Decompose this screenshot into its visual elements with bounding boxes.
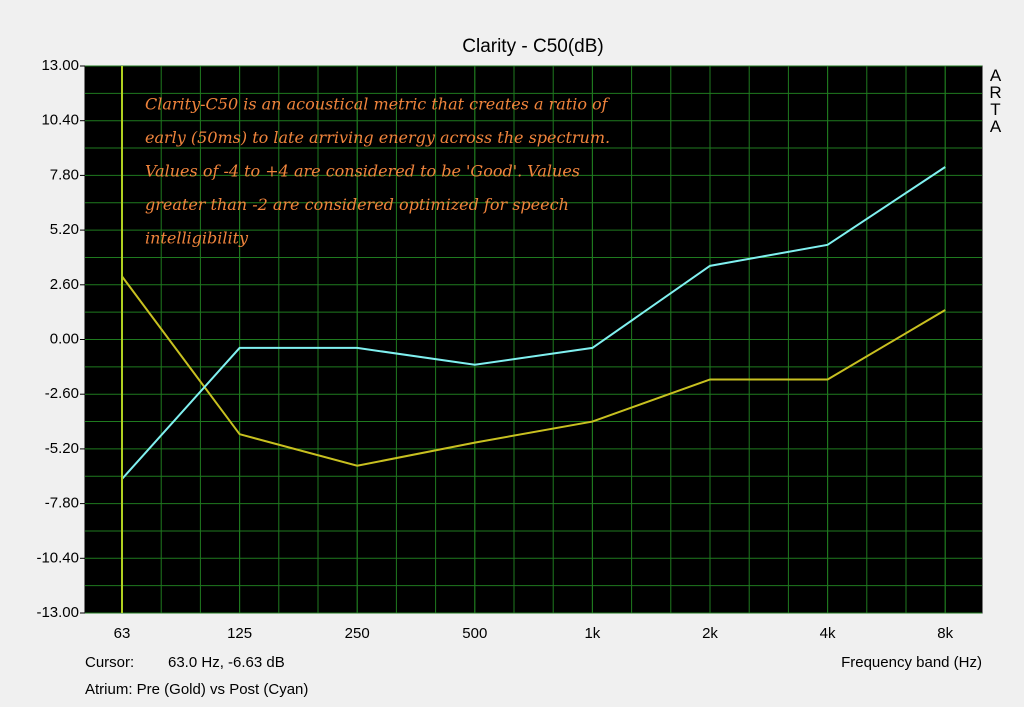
annotation-line: Values of -4 to +4 are considered to be … bbox=[145, 162, 580, 181]
x-tick-label: 125 bbox=[227, 625, 252, 642]
grid bbox=[85, 65, 982, 614]
y-tick-label: -13.00 bbox=[36, 604, 79, 621]
annotation-line: intelligibility bbox=[145, 229, 249, 248]
y-tick-label: 10.40 bbox=[41, 112, 79, 129]
marks bbox=[121, 166, 946, 480]
x-tick-label: 8k bbox=[937, 625, 953, 642]
annotation-line: greater than -2 are considered optimized… bbox=[145, 195, 569, 214]
x-tick-label: 500 bbox=[462, 625, 487, 642]
series-line bbox=[121, 166, 946, 480]
annotation: Clarity-C50 is an acoustical metric that… bbox=[145, 95, 611, 248]
x-axis-label: Frequency band (Hz) bbox=[841, 654, 982, 671]
y-tick-label: 13.00 bbox=[41, 57, 79, 74]
x-tick-label: 1k bbox=[584, 625, 600, 642]
y-tick-label: -7.80 bbox=[45, 495, 79, 512]
y-tick-label: 5.20 bbox=[50, 221, 79, 238]
watermark: ARTA bbox=[986, 66, 1005, 134]
series-line bbox=[121, 275, 946, 467]
x-tick-label: 63 bbox=[114, 625, 131, 642]
cursor-readout: 63.0 Hz, -6.63 dB bbox=[168, 654, 285, 671]
y-tick-label: -5.20 bbox=[45, 440, 79, 457]
x-tick-label: 2k bbox=[702, 625, 718, 642]
caption: Atrium: Pre (Gold) vs Post (Cyan) bbox=[85, 681, 308, 698]
chart-title: Clarity - C50(dB) bbox=[462, 36, 603, 57]
y-tick-label: -2.60 bbox=[45, 385, 79, 402]
x-tick-label: 250 bbox=[345, 625, 370, 642]
y-tick-label: 0.00 bbox=[50, 330, 79, 347]
cursor-label: Cursor: bbox=[85, 654, 134, 671]
annotation-line: Clarity-C50 is an acoustical metric that… bbox=[145, 95, 611, 114]
y-tick-label: -10.40 bbox=[36, 549, 79, 566]
annotation-line: early (50ms) to late arriving energy acr… bbox=[145, 128, 610, 147]
x-tick-label: 4k bbox=[820, 625, 836, 642]
y-tick-label: 2.60 bbox=[50, 276, 79, 293]
y-tick-label: 7.80 bbox=[50, 166, 79, 183]
